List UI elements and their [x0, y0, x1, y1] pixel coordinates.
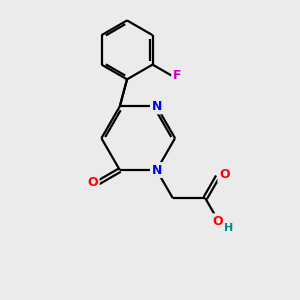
Text: N: N: [152, 164, 162, 177]
Text: O: O: [219, 169, 230, 182]
Text: N: N: [152, 100, 162, 113]
Text: H: H: [224, 223, 233, 233]
Text: O: O: [88, 176, 98, 189]
Text: F: F: [173, 69, 181, 82]
Text: O: O: [212, 215, 223, 228]
